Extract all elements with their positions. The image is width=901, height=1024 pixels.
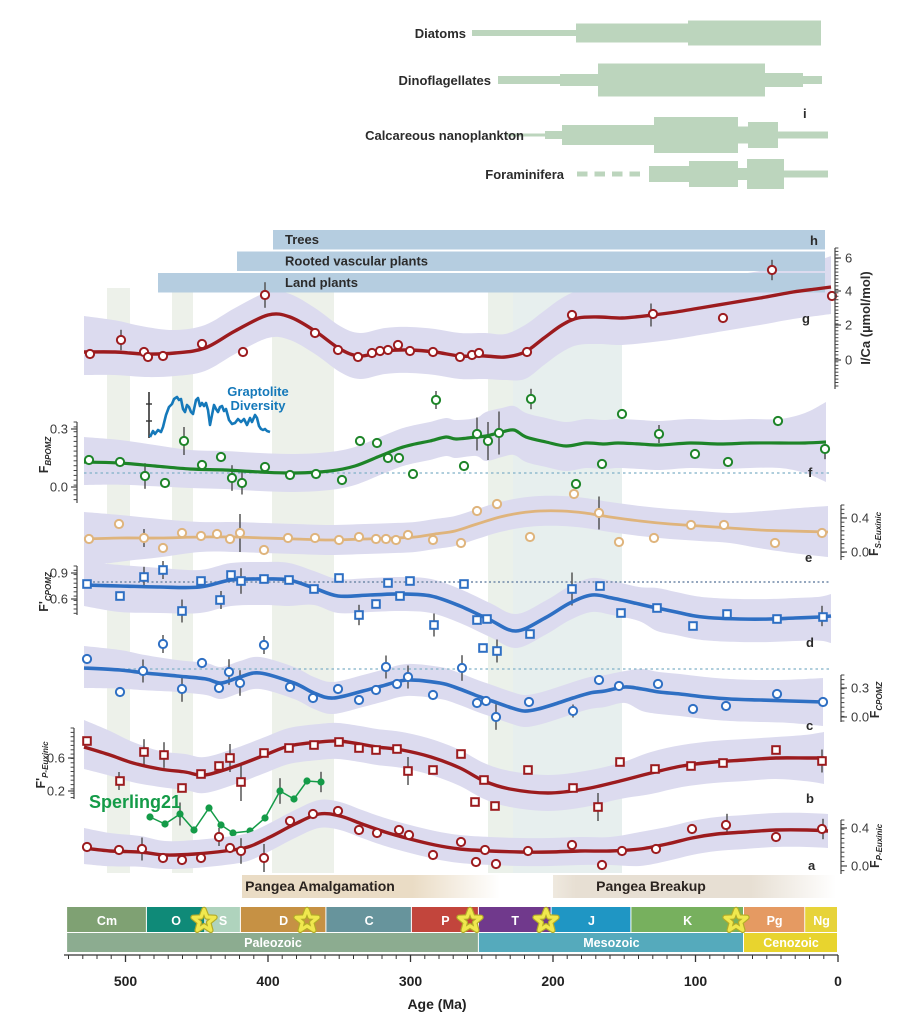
svg-text:Dinoflagellates: Dinoflagellates bbox=[399, 73, 491, 88]
svg-text:I/Ca (µmol/mol): I/Ca (µmol/mol) bbox=[858, 271, 873, 364]
svg-text:a: a bbox=[808, 858, 816, 873]
svg-text:0.0: 0.0 bbox=[851, 545, 869, 560]
svg-text:Diatoms: Diatoms bbox=[415, 26, 466, 41]
svg-text:d: d bbox=[806, 635, 814, 650]
svg-text:D: D bbox=[279, 914, 288, 928]
svg-text:300: 300 bbox=[399, 973, 423, 989]
svg-text:i: i bbox=[803, 106, 807, 121]
svg-text:0: 0 bbox=[845, 353, 852, 368]
svg-text:0.4: 0.4 bbox=[851, 511, 869, 526]
svg-text:Trees: Trees bbox=[285, 232, 319, 247]
svg-text:S: S bbox=[219, 914, 227, 928]
svg-text:e: e bbox=[805, 550, 812, 565]
svg-text:4: 4 bbox=[845, 284, 852, 299]
svg-text:Cm: Cm bbox=[97, 914, 117, 928]
svg-text:g: g bbox=[802, 311, 810, 326]
svg-text:Paleozoic: Paleozoic bbox=[244, 936, 302, 950]
svg-text:Mesozoic: Mesozoic bbox=[583, 936, 639, 950]
svg-text:0.0: 0.0 bbox=[50, 480, 68, 495]
svg-text:T: T bbox=[511, 914, 519, 928]
svg-text:0.6: 0.6 bbox=[50, 592, 68, 607]
svg-text:6: 6 bbox=[845, 251, 852, 266]
svg-text:Pangea Amalgamation: Pangea Amalgamation bbox=[245, 878, 395, 894]
svg-text:Diversity: Diversity bbox=[231, 398, 287, 413]
svg-text:Sperling21: Sperling21 bbox=[89, 792, 181, 812]
svg-text:c: c bbox=[806, 718, 813, 733]
svg-text:0.3: 0.3 bbox=[50, 422, 68, 437]
svg-text:0.0: 0.0 bbox=[851, 710, 869, 725]
svg-text:Age (Ma): Age (Ma) bbox=[407, 996, 466, 1012]
svg-text:400: 400 bbox=[256, 973, 280, 989]
svg-text:C: C bbox=[365, 914, 374, 928]
svg-text:Ng: Ng bbox=[813, 914, 830, 928]
svg-text:Rooted vascular plants: Rooted vascular plants bbox=[285, 254, 428, 269]
svg-text:Foraminifera: Foraminifera bbox=[485, 167, 565, 182]
svg-text:P: P bbox=[441, 914, 449, 928]
svg-text:Graptolite: Graptolite bbox=[227, 384, 288, 399]
svg-text:Land plants: Land plants bbox=[285, 275, 358, 290]
svg-text:0.2: 0.2 bbox=[47, 784, 65, 799]
svg-text:K: K bbox=[683, 914, 692, 928]
svg-text:0.0: 0.0 bbox=[851, 859, 869, 874]
svg-text:200: 200 bbox=[541, 973, 565, 989]
svg-text:2: 2 bbox=[845, 318, 852, 333]
svg-text:O: O bbox=[171, 914, 181, 928]
svg-text:0: 0 bbox=[834, 973, 842, 989]
svg-text:Cenozoic: Cenozoic bbox=[763, 936, 819, 950]
svg-text:0.9: 0.9 bbox=[50, 566, 68, 581]
svg-text:500: 500 bbox=[114, 973, 138, 989]
svg-text:0.3: 0.3 bbox=[851, 681, 869, 696]
svg-text:Pangea Breakup: Pangea Breakup bbox=[596, 878, 706, 894]
svg-text:b: b bbox=[806, 791, 814, 806]
svg-text:h: h bbox=[810, 233, 818, 248]
svg-text:0.6: 0.6 bbox=[47, 751, 65, 766]
svg-text:Calcareous nanoplankton: Calcareous nanoplankton bbox=[365, 128, 524, 143]
svg-text:Pg: Pg bbox=[767, 914, 783, 928]
svg-text:f: f bbox=[808, 465, 813, 480]
svg-text:J: J bbox=[588, 914, 595, 928]
svg-text:100: 100 bbox=[684, 973, 708, 989]
svg-text:0.4: 0.4 bbox=[851, 821, 869, 836]
